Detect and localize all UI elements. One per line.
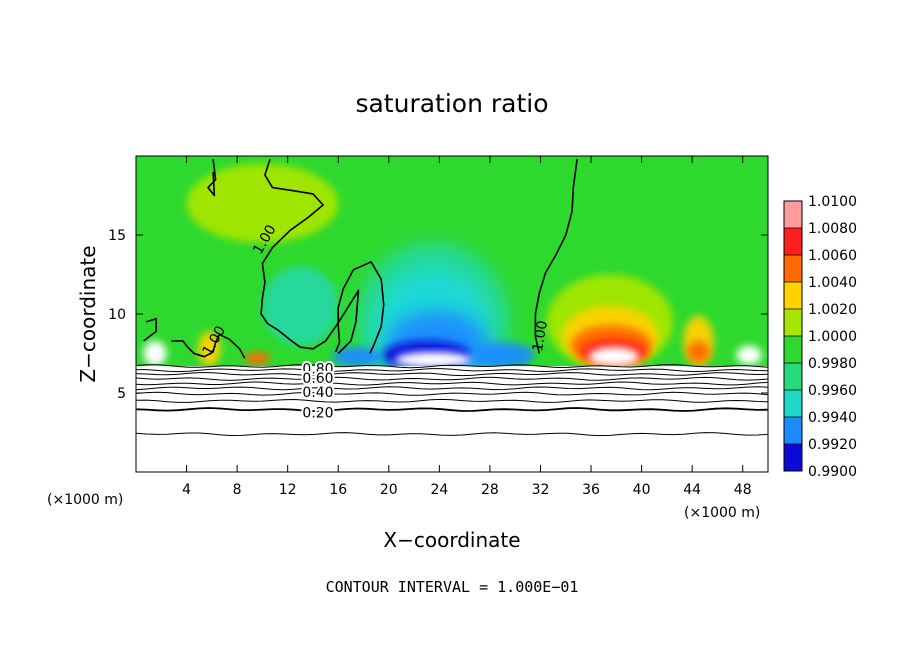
x-tick-label: 16 [329, 482, 347, 498]
colorbar-label: 0.9920 [808, 437, 857, 453]
contour-line-1-00 [143, 317, 157, 342]
y-tick-label: 15 [108, 228, 126, 244]
contour-label: 0.40 [302, 385, 333, 401]
x-tick-label: 4 [182, 482, 191, 498]
colorbar-swatch [784, 255, 802, 282]
colorbar: 1.0100 1.0080 1.0060 1.0040 1.0020 1.0000 0.99… [783, 194, 857, 480]
dry-anomaly [262, 266, 339, 346]
contour-interval-note: CONTOUR INTERVAL = 1.000E−01 [326, 578, 579, 596]
contour-line-low [136, 376, 768, 381]
colorbar-label: 1.0060 [808, 248, 857, 264]
x-unit-left: (×1000 m) [47, 492, 123, 508]
x-tick-label: 20 [380, 482, 398, 498]
colorbar-swatch [784, 363, 802, 390]
unity-contour-layer [143, 158, 578, 359]
colorbar-label: 0.9940 [808, 410, 857, 426]
contour-label-layer: 1.001.00 1.000.800.600.400.20 [200, 222, 551, 423]
dry-patch-layer [143, 340, 762, 368]
chart-title: saturation ratio [355, 89, 548, 118]
colorbar-swatch [784, 309, 802, 336]
x-tick-label: 32 [532, 482, 550, 498]
colorbar-label: 1.0020 [808, 302, 857, 318]
colorbar-label: 0.9900 [808, 464, 857, 480]
colorbar-swatch [784, 282, 802, 309]
x-tick-label: 28 [481, 482, 499, 498]
plot-area: 1.001.00 1.000.800.600.400.20 [136, 156, 768, 472]
dry-patch [395, 351, 471, 368]
y-tick-label: 5 [117, 386, 126, 402]
colorbar-label: 1.0040 [808, 275, 857, 291]
contour-line-low [136, 432, 768, 437]
contour-line-low [136, 407, 768, 413]
contour-label: 0.60 [302, 371, 333, 387]
x-tick-label: 44 [683, 482, 701, 498]
colorbar-swatch [784, 417, 802, 444]
contour-line-low [136, 391, 768, 396]
contour-line-1-00 [334, 261, 385, 354]
contour-line-low [136, 368, 768, 373]
low-level-contour-layer [136, 364, 768, 437]
moist-anomaly [244, 351, 270, 365]
contour-line-low [136, 381, 768, 386]
anomaly-layer [186, 163, 714, 401]
contour-line-low [136, 372, 768, 377]
contour-line-1-00 [207, 159, 217, 197]
moist-anomaly [197, 331, 221, 367]
x-axis-title: X−coordinate [383, 528, 520, 552]
colorbar-swatch [784, 228, 802, 255]
dry-patch [143, 340, 167, 367]
x-tick-label: 12 [279, 482, 297, 498]
x-tick-label: 8 [233, 482, 242, 498]
x-tick-label: 40 [633, 482, 651, 498]
contour-line-low [136, 386, 768, 391]
colorbar-label: 1.0080 [808, 221, 857, 237]
contour-label: 0.20 [302, 406, 333, 422]
colorbar-label: 0.9980 [808, 356, 857, 372]
contour-line-1-00 [260, 158, 360, 355]
x-tick-label: 36 [582, 482, 600, 498]
colorbar-label: 1.0000 [808, 329, 857, 345]
x-axis: 4 8 12 16 20 24 28 32 36 40 44 48 [182, 156, 752, 498]
contour-label: 0.80 [302, 361, 333, 377]
y-axis: 5 10 15 [108, 228, 768, 402]
dry-patch [736, 345, 762, 365]
contour-line-low [136, 398, 768, 403]
dry-anomaly [470, 342, 535, 368]
contour-line-1-00 [171, 333, 246, 359]
y-tick-label: 10 [108, 307, 126, 323]
colorbar-label: 1.0100 [808, 194, 857, 210]
contour-line-low [136, 364, 768, 369]
contour-label: 1.00 [530, 319, 551, 352]
contour-line-1-00 [534, 159, 578, 354]
x-tick-label: 24 [430, 482, 448, 498]
x-tick-label: 48 [734, 482, 752, 498]
moist-anomaly [687, 340, 710, 363]
x-unit-right: (×1000 m) [684, 505, 760, 521]
colorbar-swatch [784, 201, 802, 228]
dry-anomaly [331, 347, 383, 367]
dry-patch [588, 347, 640, 367]
dry-layer-fill [136, 366, 768, 472]
colorbar-swatch [784, 336, 802, 363]
colorbar-label: 0.9960 [808, 383, 857, 399]
y-axis-title: Z−coordinate [76, 245, 100, 382]
colorbar-swatch [784, 390, 802, 417]
colorbar-swatch [784, 444, 802, 471]
